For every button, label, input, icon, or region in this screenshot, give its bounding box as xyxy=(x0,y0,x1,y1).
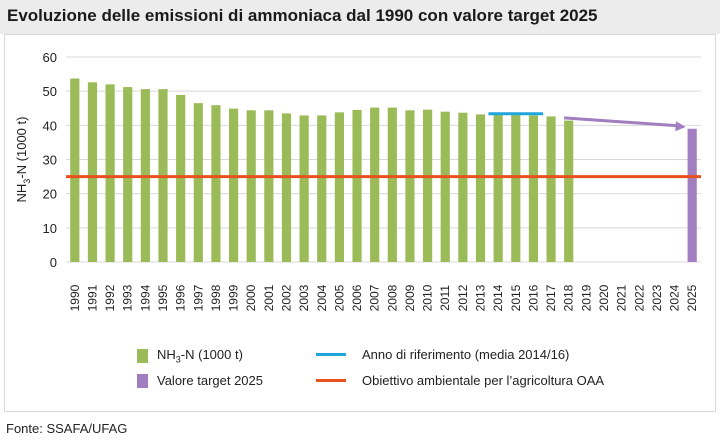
y-tick-label: 30 xyxy=(43,153,57,168)
bar-nh3-1999 xyxy=(228,108,239,262)
legend-item-target: Valore target 2025 xyxy=(137,373,263,388)
x-tick-label: 2003 xyxy=(297,284,311,311)
bar-nh3-2000 xyxy=(246,110,256,262)
bar-nh3-1991 xyxy=(87,82,98,263)
legend-item-nh3: NH3-N (1000 t) xyxy=(137,347,243,365)
x-tick-label: 2021 xyxy=(615,284,629,311)
x-tick-label: 2018 xyxy=(562,284,576,311)
legend-swatch-objective xyxy=(316,379,346,382)
y-tick-label: 50 xyxy=(43,84,57,99)
y-tick-label: 0 xyxy=(50,255,57,270)
x-tick-label: 1994 xyxy=(138,284,152,311)
legend-item-objective: Obiettivo ambientale per l’agricoltura O… xyxy=(316,373,604,388)
x-tick-label: 2010 xyxy=(421,284,435,311)
legend-label-nh3: NH3-N (1000 t) xyxy=(157,347,243,365)
x-tick-label: 2008 xyxy=(385,284,399,311)
trend-arrow-head xyxy=(675,121,686,132)
chart-title: Evoluzione delle emissioni di ammoniaca … xyxy=(0,0,720,34)
bar-nh3-2016 xyxy=(528,115,539,262)
y-tick-label: 40 xyxy=(43,118,57,133)
x-tick-label: 2025 xyxy=(685,284,699,311)
bar-nh3-2017 xyxy=(546,116,556,262)
bar-nh3-2008 xyxy=(387,107,397,262)
bar-nh3-2004 xyxy=(317,115,327,262)
x-tick-label: 2017 xyxy=(544,284,558,311)
x-tick-label: 1991 xyxy=(85,284,99,311)
bar-nh3-1990 xyxy=(70,78,80,263)
bar-nh3-2005 xyxy=(334,112,344,262)
x-tick-label: 2016 xyxy=(526,284,540,311)
x-tick-label: 1992 xyxy=(103,284,117,311)
legend-item-reference: Anno di riferimento (media 2014/16) xyxy=(316,347,569,362)
x-tick-label: 2004 xyxy=(315,284,329,311)
bar-nh3-2006 xyxy=(352,109,362,262)
x-tick-label: 2020 xyxy=(597,284,611,311)
x-tick-label: 1999 xyxy=(227,284,241,311)
x-tick-label: 2023 xyxy=(650,284,664,311)
x-tick-label: 1998 xyxy=(209,284,223,311)
bar-nh3-2009 xyxy=(405,110,415,262)
y-axis-title: NH3-N (1000 t) xyxy=(14,117,32,203)
legend-swatch-reference xyxy=(316,353,346,356)
bar-nh3-2001 xyxy=(264,110,274,262)
bar-nh3-2015 xyxy=(511,115,521,262)
legend-swatch-nh3 xyxy=(137,348,148,363)
legend-swatch-target xyxy=(137,373,148,388)
legend-label-reference: Anno di riferimento (media 2014/16) xyxy=(362,347,570,362)
bar-nh3-1998 xyxy=(211,105,221,262)
x-tick-label: 2009 xyxy=(403,284,417,311)
legend-label-target: Valore target 2025 xyxy=(157,373,263,388)
x-tick-label: 2012 xyxy=(456,284,470,311)
x-tick-label: 2015 xyxy=(509,284,523,311)
x-tick-label: 2000 xyxy=(244,284,258,311)
x-tick-label: 1995 xyxy=(156,284,170,311)
x-tick-label: 1996 xyxy=(174,284,188,311)
bar-nh3-1993 xyxy=(123,87,133,262)
bar-nh3-1996 xyxy=(176,94,186,262)
bar-target-2025 xyxy=(687,128,697,262)
x-tick-label: 2024 xyxy=(668,284,682,311)
bar-nh3-2007 xyxy=(370,107,380,262)
x-tick-label: 2001 xyxy=(262,284,276,311)
source-note: Fonte: SSAFA/UFAG xyxy=(6,421,128,436)
x-tick-label: 2019 xyxy=(579,284,593,311)
x-tick-label: 2006 xyxy=(350,284,364,311)
x-tick-label: 1997 xyxy=(191,284,205,311)
y-tick-label: 60 xyxy=(43,50,57,65)
x-tick-label: 2014 xyxy=(491,284,505,311)
legend-label-objective: Obiettivo ambientale per l’agricoltura O… xyxy=(362,373,605,388)
x-tick-label: 2022 xyxy=(632,284,646,311)
bar-nh3-2011 xyxy=(440,111,450,263)
trend-arrow-line xyxy=(564,116,678,128)
x-tick-label: 2007 xyxy=(368,284,382,311)
x-tick-label: 2013 xyxy=(474,284,488,311)
y-tick-label: 10 xyxy=(43,221,57,236)
bar-nh3-2002 xyxy=(281,113,292,262)
x-tick-label: 2011 xyxy=(438,285,452,311)
x-tick-label: 1993 xyxy=(121,284,135,311)
x-tick-label: 2002 xyxy=(279,284,293,311)
bar-nh3-2014 xyxy=(493,114,503,263)
bar-nh3-2013 xyxy=(475,114,486,263)
bar-nh3-1992 xyxy=(105,84,115,262)
bar-nh3-2010 xyxy=(423,109,433,262)
bar-nh3-2012 xyxy=(458,112,468,262)
bar-nh3-2003 xyxy=(299,115,309,262)
bar-nh3-1997 xyxy=(193,103,203,262)
bar-nh3-2018 xyxy=(564,120,574,262)
y-tick-label: 20 xyxy=(43,187,57,202)
x-tick-label: 2005 xyxy=(332,284,346,311)
x-tick-label: 1990 xyxy=(68,284,82,311)
